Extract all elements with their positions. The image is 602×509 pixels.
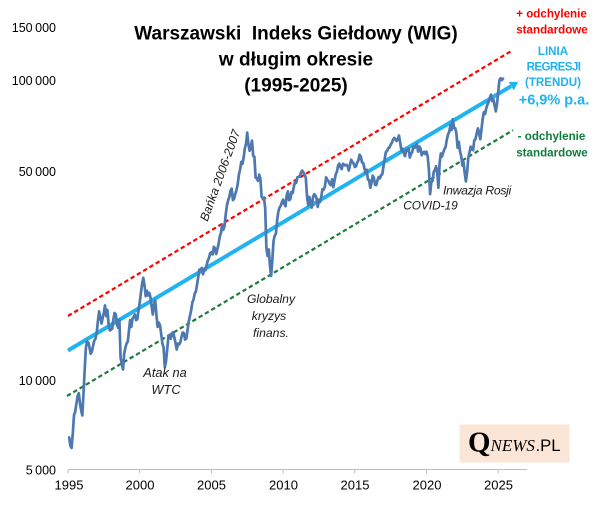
svg-text:WTC: WTC (151, 382, 181, 397)
svg-text:LINIA: LINIA (538, 45, 569, 58)
svg-text:150 000: 150 000 (12, 21, 56, 35)
svg-text:w długim okresie: w długim okresie (218, 50, 373, 71)
svg-text:Globalny: Globalny (247, 292, 296, 306)
svg-text:50 000: 50 000 (19, 165, 56, 179)
svg-text:+ odchylenie: + odchylenie (516, 8, 587, 21)
svg-text:2005: 2005 (197, 478, 226, 493)
svg-text:- odchylenie: - odchylenie (518, 130, 586, 143)
svg-text:2010: 2010 (269, 478, 298, 493)
svg-text:Q: Q (468, 427, 491, 459)
svg-text:.PL: .PL (536, 436, 561, 455)
svg-text:2020: 2020 (413, 478, 442, 493)
svg-text:(1995-2025): (1995-2025) (244, 76, 348, 97)
svg-text:2000: 2000 (126, 478, 155, 493)
svg-text:2015: 2015 (341, 478, 370, 493)
svg-text:NEWS: NEWS (490, 436, 536, 455)
svg-text:Warszawski Indeks Giełdowy (W: Warszawski Indeks Giełdowy (WIG) (134, 24, 457, 45)
svg-text:(TRENDU): (TRENDU) (525, 76, 581, 89)
svg-text:Atak na: Atak na (142, 365, 186, 380)
svg-text:standardowe: standardowe (516, 147, 588, 160)
svg-text:REGRESJI: REGRESJI (527, 61, 581, 74)
svg-text:10 000: 10 000 (19, 374, 56, 388)
svg-text:standardowe: standardowe (516, 24, 588, 37)
svg-text:+6,9% p.a.: +6,9% p.a. (519, 93, 590, 109)
svg-text:Inwazja Rosji: Inwazja Rosji (443, 184, 511, 198)
svg-text:COVID-19: COVID-19 (403, 199, 458, 213)
svg-text:finans.: finans. (253, 326, 289, 340)
svg-text:2025: 2025 (484, 478, 513, 493)
svg-text:100 000: 100 000 (12, 74, 56, 88)
svg-text:5 000: 5 000 (26, 464, 56, 478)
svg-text:1995: 1995 (55, 478, 84, 493)
svg-text:kryzys: kryzys (252, 309, 287, 323)
